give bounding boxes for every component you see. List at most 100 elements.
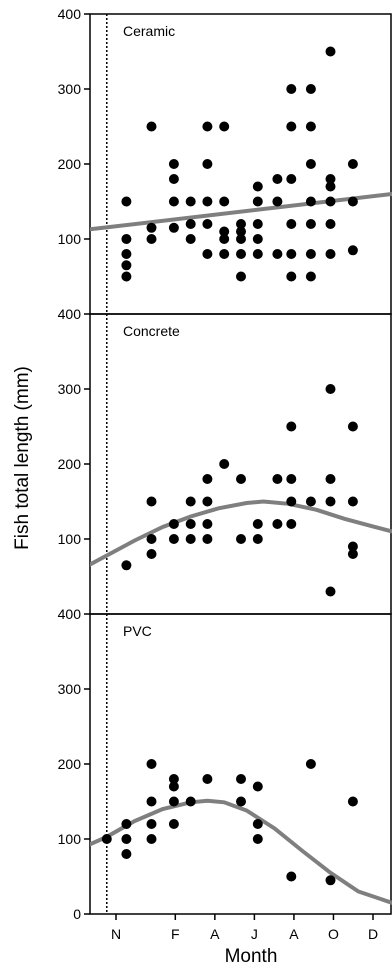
data-point [168,796,179,807]
data-point [305,159,316,169]
data-point [252,234,263,244]
data-point [252,781,263,792]
data-point [236,249,246,259]
data-point [185,796,196,807]
data-point [252,519,263,529]
data-point [286,421,297,432]
y-axis-title: Fish total length (mm) [12,366,33,550]
data-point [305,271,316,282]
data-point [272,249,283,259]
data-point [325,174,336,184]
data-point [146,121,157,132]
data-point [168,222,179,233]
data-point [272,196,283,207]
data-point [219,121,230,132]
x-tick-label: F [171,926,180,942]
data-point [185,496,196,507]
y-tick-label: 100 [58,231,82,247]
data-point [305,84,316,94]
data-point [325,196,336,207]
data-point [325,496,336,507]
data-point [286,519,297,529]
data-point [252,219,263,229]
panel-ceramic: 100 200 300 400 Ceramic [58,6,392,315]
panel-frame [89,13,392,315]
data-point [325,875,336,886]
data-point [305,759,316,769]
data-point [121,819,132,829]
data-point [219,196,230,207]
data-point [202,159,213,169]
data-point [347,245,358,256]
trend-line [90,499,392,567]
y-tick-label: 200 [58,156,82,172]
data-point [252,534,263,544]
y-tick-label: 200 [58,456,82,472]
data-point [168,819,179,829]
data-point [121,196,132,207]
data-point [236,226,246,237]
data-point [185,196,196,207]
y-tick-label: 0 [73,906,81,922]
data-point [146,759,157,769]
data-point [168,534,179,544]
panel-label: Concrete [123,323,180,339]
y-tick-label: 400 [58,306,82,322]
x-tick-label: A [210,926,220,942]
data-point [146,496,157,507]
data-point [219,234,230,244]
data-point [305,219,316,229]
x-tick-label: A [289,926,299,942]
panel-frame [89,313,392,615]
data-point [272,474,283,484]
trend-line [90,798,392,905]
data-point [325,586,336,597]
data-point [202,474,213,484]
x-tick-label: N [111,926,121,942]
y-tick-label: 400 [58,606,82,622]
data-point [325,46,336,57]
data-point [347,196,358,207]
data-point [121,249,132,259]
data-point [146,549,157,559]
data-point [121,260,132,271]
y-tick-label: 400 [58,6,82,22]
data-point [236,271,246,282]
data-point [121,849,132,859]
data-point [347,549,358,559]
data-point [146,222,157,233]
data-point [101,834,112,844]
y-tick-label: 100 [58,531,82,547]
data-point [286,496,297,507]
data-point [347,421,358,432]
data-point [146,819,157,829]
data-point [272,519,283,529]
data-point [286,174,297,184]
data-point [252,834,263,844]
data-point [236,774,246,784]
x-axis-title: Month [225,946,278,967]
data-point [219,459,230,469]
panel-frame [89,613,392,915]
data-point [325,249,336,259]
data-point [236,234,246,244]
x-tick-label: O [328,926,339,942]
panel-label: PVC [123,623,152,639]
data-point [185,219,196,229]
data-point [146,534,157,544]
data-point [168,781,179,792]
data-point [185,534,196,544]
data-point [121,834,132,844]
data-point [168,159,179,169]
data-point [286,219,297,229]
data-point [219,226,230,237]
y-tick-label: 300 [58,681,82,697]
data-point [236,474,246,484]
y-tick-label: 300 [58,81,82,97]
data-point [252,181,263,192]
data-point [236,219,246,229]
data-point [146,834,157,844]
data-point [325,474,336,484]
data-point [168,774,179,784]
